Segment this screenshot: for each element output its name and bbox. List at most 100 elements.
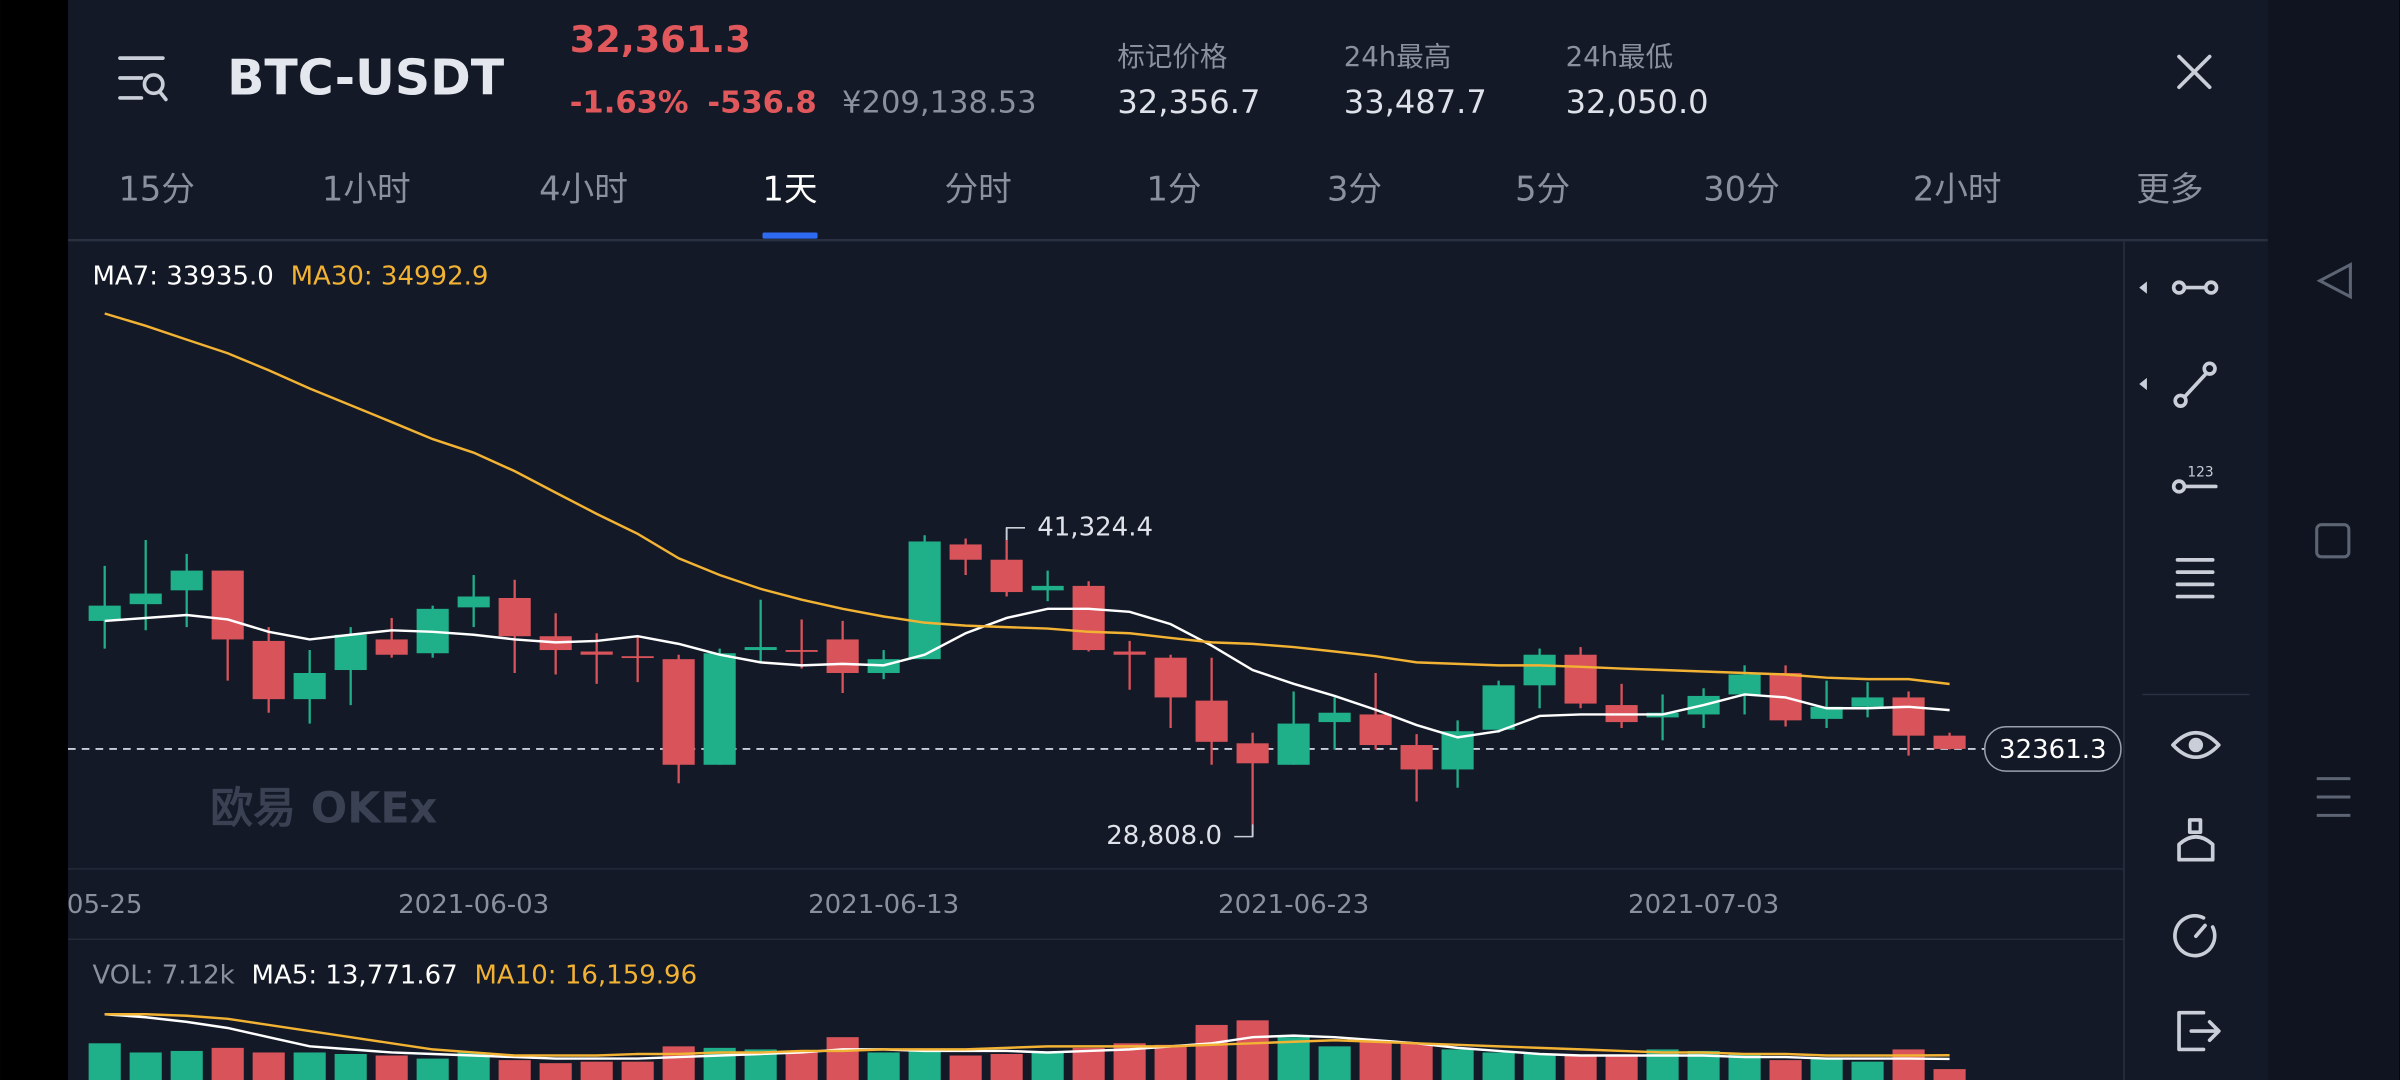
candle-body bbox=[1031, 585, 1064, 591]
tab[interactable]: 1天 bbox=[762, 170, 817, 209]
tool-reset[interactable] bbox=[2173, 914, 2217, 958]
cny-price: ¥209,138.53 bbox=[842, 86, 1037, 121]
tool-eye[interactable] bbox=[2171, 730, 2221, 760]
stat-label: 标记价格 bbox=[1117, 41, 1227, 73]
last-price-label: 32361.3 bbox=[1999, 735, 2107, 765]
tab[interactable]: 3分 bbox=[1327, 170, 1382, 209]
volume-bar bbox=[1072, 1047, 1105, 1080]
menu-icon[interactable] bbox=[118, 56, 168, 102]
volume-bar bbox=[293, 1052, 326, 1080]
candle-body bbox=[744, 647, 777, 651]
close-button[interactable] bbox=[2177, 54, 2212, 90]
ma-line bbox=[104, 1012, 1950, 1057]
volume-bar bbox=[1564, 1055, 1597, 1080]
volume-bar bbox=[170, 1050, 203, 1080]
tab[interactable]: 2小时 bbox=[1913, 170, 2002, 209]
stat-label: 24h最低 bbox=[1566, 41, 1673, 73]
legend-entry: VOL: 7.12k bbox=[92, 960, 234, 990]
candle-body bbox=[1523, 654, 1556, 686]
tab[interactable]: 1小时 bbox=[322, 170, 411, 209]
candle-body bbox=[252, 640, 285, 700]
candle-body bbox=[88, 605, 121, 621]
volume-bar bbox=[1195, 1024, 1228, 1080]
legend-entry: MA5: 13,771.67 bbox=[252, 960, 458, 990]
tab[interactable]: 4小时 bbox=[539, 170, 628, 209]
candle-body bbox=[662, 659, 695, 765]
volume-bar bbox=[1769, 1060, 1802, 1080]
volume-bar bbox=[1605, 1055, 1638, 1080]
candle-body bbox=[498, 597, 531, 637]
tab[interactable]: 更多 bbox=[2136, 170, 2203, 209]
candle-body bbox=[1892, 697, 1925, 736]
candle-body bbox=[1564, 654, 1597, 704]
volume-bar bbox=[580, 1061, 613, 1080]
candle-body bbox=[334, 634, 367, 671]
high-marker bbox=[1005, 527, 1025, 541]
overlay: 32361.3 bbox=[0, 0, 2122, 1080]
candle-body bbox=[1154, 657, 1187, 698]
volume-bar bbox=[498, 1060, 531, 1080]
volume-bar bbox=[1400, 1043, 1433, 1080]
x-tick-label: 2021-06-03 bbox=[398, 890, 549, 920]
candle-body bbox=[1236, 743, 1269, 764]
volume-bar bbox=[1318, 1046, 1351, 1080]
tab[interactable]: 5分 bbox=[1515, 170, 1570, 209]
tab[interactable]: 1分 bbox=[1146, 170, 1201, 209]
candle-body bbox=[1195, 700, 1228, 742]
ma-line bbox=[104, 312, 1950, 686]
volume-bar bbox=[1892, 1049, 1925, 1080]
volume-bar bbox=[129, 1052, 162, 1080]
tool-price-line[interactable]: 123 bbox=[2171, 465, 2218, 494]
nav-home[interactable] bbox=[2315, 523, 2351, 559]
low-marker bbox=[1234, 824, 1254, 838]
candle-body bbox=[170, 570, 203, 591]
volume-bar bbox=[1359, 1041, 1392, 1080]
volume-bar bbox=[1810, 1058, 1843, 1080]
svg-text:123: 123 bbox=[2187, 465, 2213, 481]
volume-bar bbox=[785, 1050, 818, 1080]
ma-line bbox=[104, 1013, 1950, 1061]
volume-bar bbox=[990, 1053, 1023, 1080]
legend-entry: MA30: 34992.9 bbox=[291, 261, 489, 291]
candle-body bbox=[1400, 745, 1433, 770]
high-label: 41,324.4 bbox=[1037, 512, 1153, 542]
tabs: 15分 1小时 4小时 1天 分时 1分 3分 5分 30分 2小时 更多 bbox=[118, 170, 2203, 239]
watermark: 欧易 OKEx bbox=[210, 783, 437, 833]
candle-body bbox=[375, 639, 408, 655]
tool-clear[interactable] bbox=[2177, 818, 2215, 862]
volume-bar bbox=[867, 1052, 900, 1080]
candle-body bbox=[1810, 706, 1843, 719]
chart: 欧易 OKEx 05-25 2021-06-03 2021-06-13 2021-06-… bbox=[67, 261, 1985, 1080]
volume-bar bbox=[1646, 1049, 1679, 1080]
x-tick-label: 2021-06-13 bbox=[808, 890, 959, 920]
volume-bar bbox=[908, 1049, 941, 1080]
stat-value: 32,050.0 bbox=[1566, 83, 1709, 121]
volume-bar bbox=[211, 1047, 244, 1080]
tool-exit[interactable] bbox=[2177, 1010, 2221, 1052]
nav-recent[interactable] bbox=[2316, 777, 2351, 817]
system-nav bbox=[2315, 262, 2352, 817]
price: 32,361.3 bbox=[570, 18, 751, 61]
stat-label: 24h最高 bbox=[1344, 41, 1451, 73]
tool-settings[interactable] bbox=[2175, 558, 2215, 599]
candle-body bbox=[1277, 723, 1310, 765]
tab[interactable]: 分时 bbox=[945, 170, 1012, 209]
tool-horizontal-line[interactable] bbox=[2171, 280, 2219, 295]
tool-trend-line[interactable] bbox=[2173, 361, 2217, 408]
volume-bar bbox=[1441, 1049, 1474, 1080]
stat-value: 32,356.7 bbox=[1117, 83, 1260, 121]
low-label: 28,808.0 bbox=[1106, 821, 1222, 851]
candle-body bbox=[908, 541, 941, 660]
candle-body bbox=[1482, 685, 1515, 730]
tab[interactable]: 30分 bbox=[1703, 170, 1779, 209]
pair[interactable]: BTC-USDT bbox=[227, 50, 505, 107]
legend-entry: MA10: 16,159.96 bbox=[474, 960, 697, 990]
left-edge bbox=[0, 0, 68, 1080]
candle-body bbox=[1359, 714, 1392, 746]
tab[interactable]: 15分 bbox=[118, 170, 194, 209]
nav-back[interactable] bbox=[2316, 262, 2352, 300]
legend-entry: MA7: 33935.0 bbox=[92, 261, 273, 291]
